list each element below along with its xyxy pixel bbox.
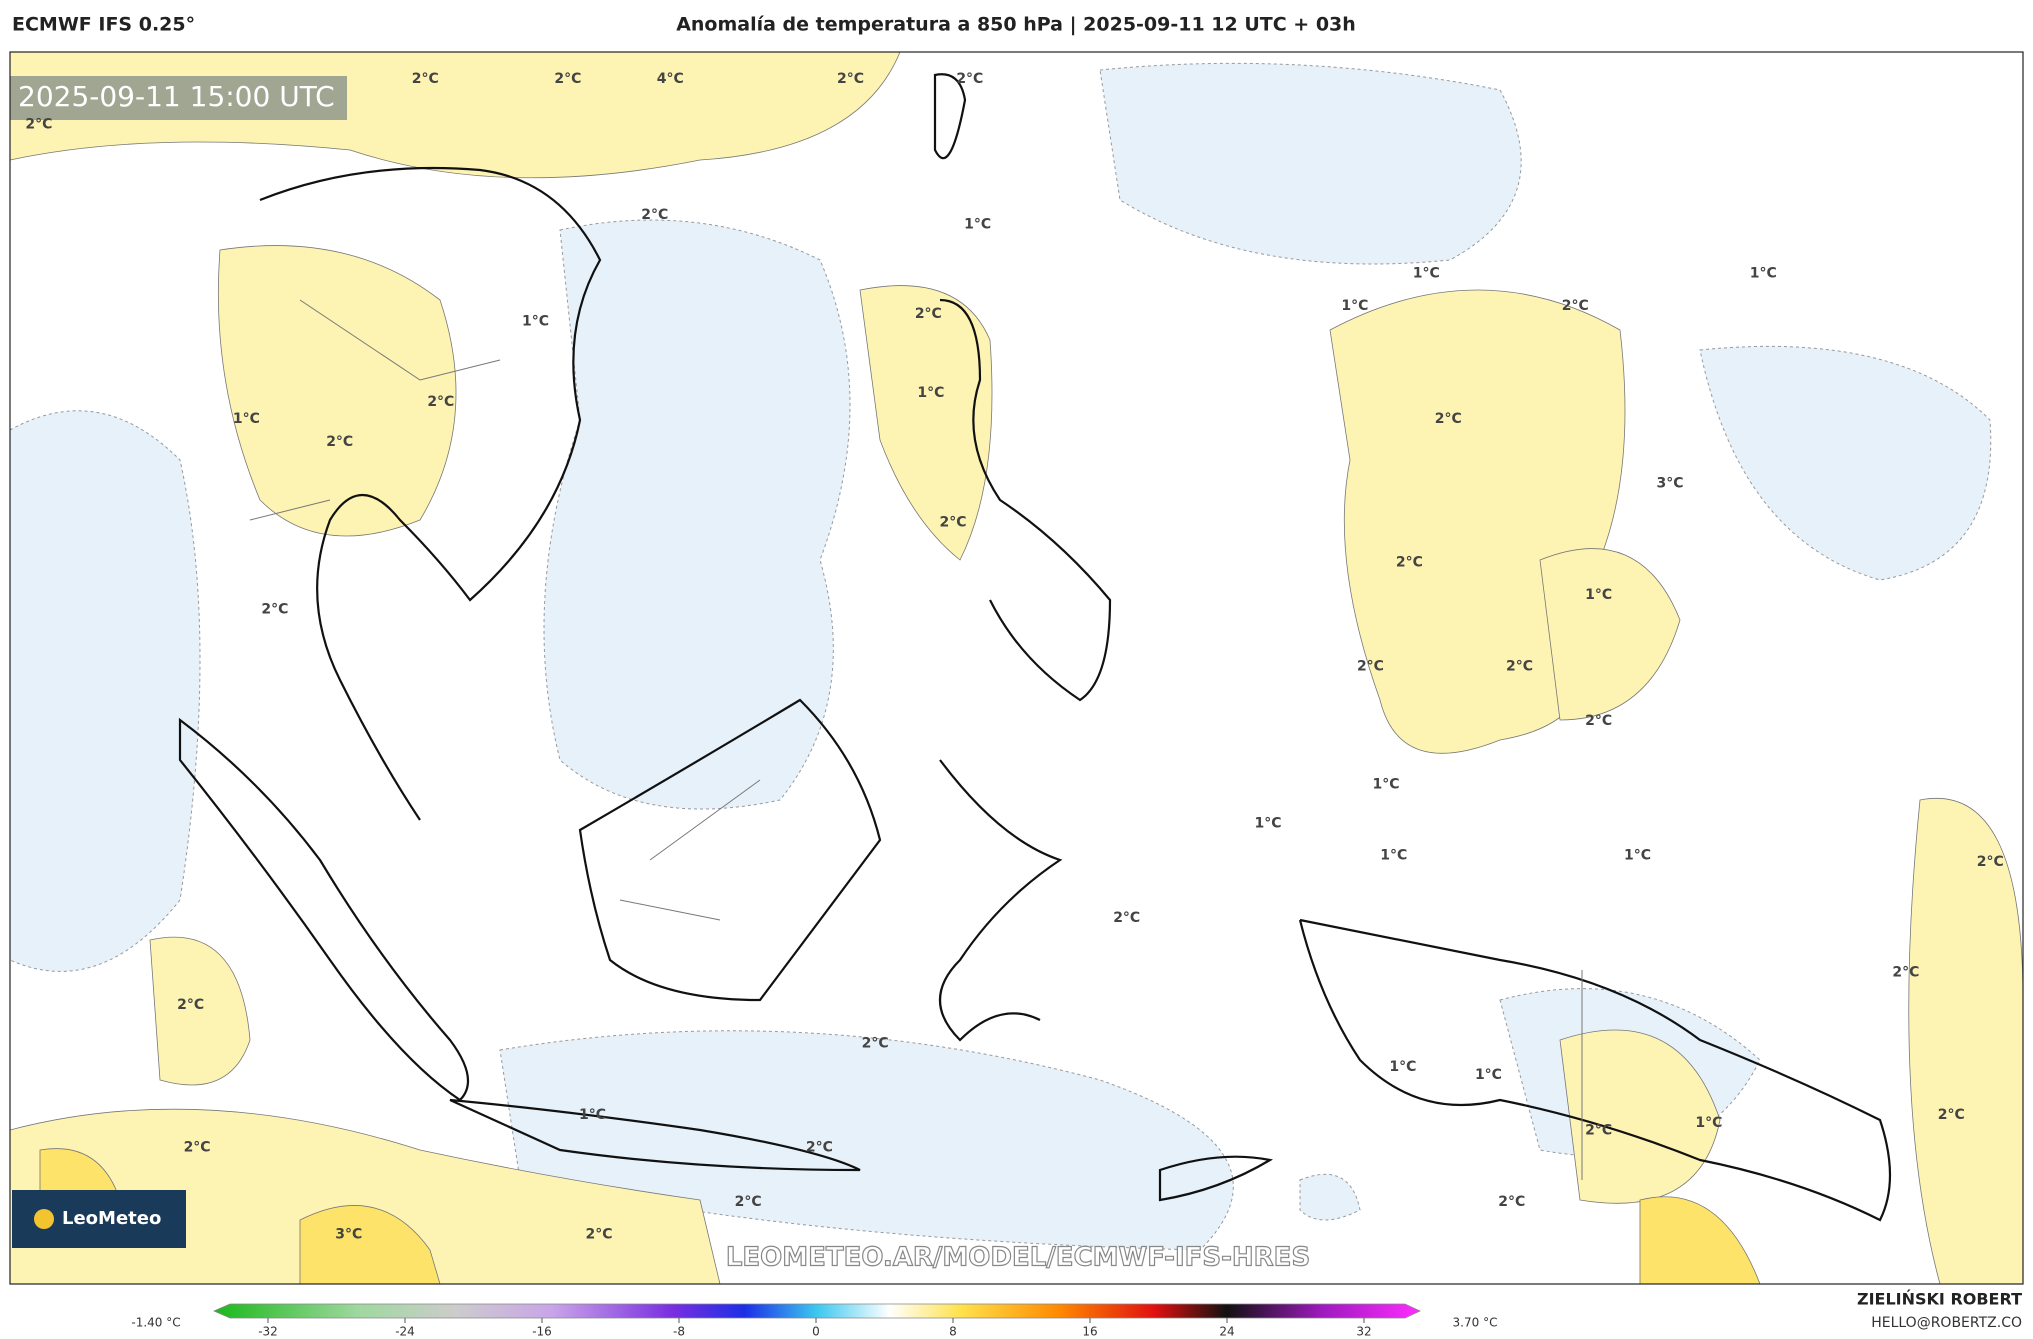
contour-label: 2°C <box>837 71 864 87</box>
colorbar-tick-label: -8 <box>673 1325 685 1339</box>
contour-label: 1°C <box>233 411 260 427</box>
contour-label: 1°C <box>1255 815 1282 831</box>
contour-label: 1°C <box>1341 298 1368 314</box>
contour-label: 2°C <box>956 71 983 87</box>
contour-label: 1°C <box>1380 848 1407 864</box>
contour-label: 1°C <box>964 216 991 232</box>
colorbar-tick-label: 16 <box>1082 1325 1097 1339</box>
contour-label: 1°C <box>1624 848 1651 864</box>
map-title: Anomalía de temperatura a 850 hPa | 2025… <box>676 14 1356 36</box>
contour-label: 2°C <box>1585 713 1612 729</box>
contour-label: 1°C <box>1695 1115 1722 1131</box>
contour-label: 2°C <box>177 997 204 1013</box>
contour-label: 1°C <box>1475 1067 1502 1083</box>
colorbar-min: -1.40 °C <box>131 1316 180 1330</box>
contour-label: 2°C <box>25 116 52 132</box>
contour-label: 2°C <box>184 1139 211 1155</box>
contour-label: 2°C <box>1585 1123 1612 1139</box>
contour-label: 2°C <box>427 394 454 410</box>
colorbar-tick-label: 32 <box>1356 1325 1371 1339</box>
colorbar-tick-label: 24 <box>1219 1325 1234 1339</box>
watermark: LEOMETEO.AR/MODEL/ECMWF-IFS-HRES <box>726 1243 1310 1273</box>
model-name: ECMWF IFS 0.25° <box>12 14 195 36</box>
contour-label: 1°C <box>1413 266 1440 282</box>
contour-label: 2°C <box>586 1226 613 1242</box>
colorbar-tick-label: -16 <box>532 1325 552 1339</box>
map-timestamp: 2025-09-11 15:00 UTC <box>18 80 335 113</box>
contour-label: 1°C <box>1750 266 1777 282</box>
contour-label: 2°C <box>1938 1107 1965 1123</box>
contour-label: 2°C <box>806 1139 833 1155</box>
colorbar-tick-label: 0 <box>812 1325 820 1339</box>
contour-label: 2°C <box>1977 854 2004 870</box>
contour-label: 1°C <box>522 314 549 330</box>
contour-label: 2°C <box>1435 411 1462 427</box>
contour-label: 1°C <box>1389 1059 1416 1075</box>
map: 2025-09-11 15:00 UTC 2°C 2°C 2°C 4°C 2°C 2°C 2… <box>10 52 2023 1284</box>
author: ZIELIŃSKI ROBERT <box>1857 1290 2022 1309</box>
colorbar-tick-label: -24 <box>395 1325 415 1339</box>
colorbar-tick-label: -32 <box>258 1325 278 1339</box>
colorbar-tick-label: 8 <box>949 1325 957 1339</box>
contour-label: 2°C <box>1562 298 1589 314</box>
contour-label: 4°C <box>657 71 684 87</box>
contour-label: 2°C <box>1357 658 1384 674</box>
email: HELLO@ROBERTZ.CO <box>1871 1315 2022 1331</box>
contour-label: 3°C <box>335 1226 362 1242</box>
contour-label: 2°C <box>1892 964 1919 980</box>
contour-label: 1°C <box>1585 587 1612 603</box>
contour-label: 2°C <box>735 1194 762 1210</box>
contour-label: 2°C <box>641 207 668 223</box>
contour-label: 2°C <box>554 71 581 87</box>
contour-label: 2°C <box>1113 910 1140 926</box>
contour-label: 3°C <box>1656 476 1683 492</box>
colorbar: -1.40 °C 3.70 °C -32 -24 -16 -8 0 8 16 24 32 <box>131 1303 1498 1339</box>
contour-label: 2°C <box>1396 555 1423 571</box>
contour-label: 1°C <box>917 385 944 401</box>
contour-label: 2°C <box>915 306 942 322</box>
contour-label: 2°C <box>261 601 288 617</box>
contour-label: 1°C <box>579 1107 606 1123</box>
contour-label: 2°C <box>412 71 439 87</box>
contour-label: 2°C <box>326 434 353 450</box>
colorbar-max: 3.70 °C <box>1453 1316 1498 1330</box>
logo: LeoMeteo <box>62 1208 161 1229</box>
contour-label: 2°C <box>862 1036 889 1052</box>
contour-label: 2°C <box>1498 1194 1525 1210</box>
contour-label: 1°C <box>1373 776 1400 792</box>
contour-label: 2°C <box>1506 658 1533 674</box>
contour-label: 2°C <box>939 515 966 531</box>
